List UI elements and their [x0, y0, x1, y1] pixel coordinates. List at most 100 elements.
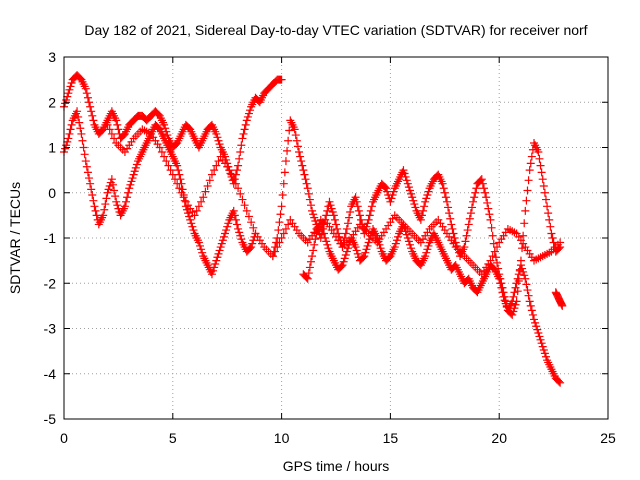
data-point — [295, 148, 304, 157]
data-point — [423, 245, 432, 254]
y-tick-label: 2 — [48, 94, 56, 110]
data-point — [305, 263, 314, 272]
data-point — [243, 112, 252, 121]
data-point — [273, 234, 282, 242]
data-point — [337, 262, 346, 271]
data-point — [180, 196, 189, 205]
data-point — [303, 274, 312, 283]
data-point — [360, 252, 369, 261]
data-point — [514, 270, 523, 279]
data-point — [269, 247, 278, 256]
data-point — [452, 241, 461, 250]
data-point — [188, 222, 197, 231]
data-point — [353, 249, 362, 258]
data-point — [85, 98, 94, 107]
data-point — [292, 136, 301, 145]
data-point — [225, 166, 234, 175]
data-point — [67, 79, 76, 88]
data-point — [498, 288, 507, 297]
data-point — [328, 207, 337, 216]
data-point — [229, 206, 238, 215]
data-point — [524, 176, 533, 185]
data-point — [549, 238, 558, 247]
data-point — [468, 203, 476, 212]
data-point — [223, 222, 232, 231]
data-point — [210, 263, 219, 272]
series-trace-a — [60, 71, 286, 188]
data-point — [236, 231, 245, 240]
data-point — [401, 227, 410, 236]
data-point — [342, 224, 351, 233]
data-point — [216, 243, 225, 252]
data-point — [271, 243, 280, 252]
data-point — [110, 186, 119, 195]
data-point — [212, 161, 221, 170]
data-point — [112, 197, 121, 206]
data-point — [81, 84, 90, 93]
data-point — [274, 226, 283, 235]
series-trace-d — [268, 116, 565, 319]
data-point — [361, 248, 370, 257]
data-point — [387, 194, 396, 203]
data-point — [338, 243, 347, 252]
data-point — [424, 187, 433, 196]
x-tick-label: 10 — [274, 430, 290, 446]
data-point — [322, 211, 331, 220]
data-point — [88, 191, 97, 200]
data-point — [404, 183, 413, 192]
data-point — [275, 218, 284, 227]
data-point — [339, 257, 348, 266]
data-point — [166, 166, 175, 175]
data-point — [390, 243, 399, 252]
data-point — [407, 244, 416, 253]
data-point — [391, 239, 400, 248]
data-point — [291, 131, 300, 140]
data-point — [276, 210, 285, 219]
data-point — [357, 215, 366, 224]
data-point — [526, 301, 535, 310]
data-point — [335, 232, 344, 241]
data-point — [82, 89, 91, 98]
data-point — [123, 193, 132, 202]
data-point — [497, 283, 506, 292]
y-tick-label: 0 — [48, 185, 56, 201]
data-point — [548, 234, 557, 242]
data-point — [313, 226, 322, 235]
data-point — [238, 134, 247, 143]
data-point — [329, 211, 338, 220]
data-point — [285, 126, 294, 135]
data-point — [394, 232, 403, 241]
data-point — [197, 245, 206, 254]
data-point — [541, 352, 550, 361]
data-point — [481, 188, 490, 197]
data-point — [198, 248, 207, 257]
data-point — [232, 166, 241, 175]
data-point — [353, 202, 362, 211]
data-point — [555, 377, 564, 386]
data-point — [302, 273, 311, 282]
data-point — [215, 140, 224, 149]
data-point — [352, 246, 361, 255]
data-point — [465, 214, 474, 223]
data-point — [341, 250, 350, 259]
data-point — [346, 207, 355, 216]
data-point — [388, 191, 397, 200]
data-point — [205, 176, 214, 185]
data-point — [213, 253, 222, 262]
data-point — [547, 229, 556, 238]
data-point — [279, 229, 288, 238]
data-point — [186, 215, 195, 224]
data-point — [320, 229, 329, 238]
data-point — [125, 184, 134, 193]
data-point — [247, 218, 256, 227]
data-point — [107, 175, 116, 184]
data-point — [487, 223, 496, 232]
data-point — [558, 301, 567, 310]
data-point — [105, 125, 114, 134]
data-point — [302, 179, 311, 188]
data-point — [362, 245, 371, 254]
data-point — [278, 191, 287, 200]
data-point — [324, 244, 333, 253]
data-point — [326, 201, 335, 210]
